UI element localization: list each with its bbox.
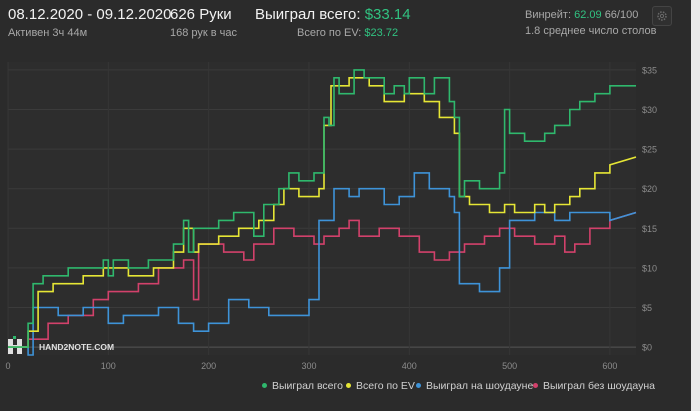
active-time: Активен 3ч 44м xyxy=(8,27,88,39)
series-line-non-showdown xyxy=(8,211,637,348)
x-tick-label: 400 xyxy=(402,361,417,371)
avg-tables: 1.8 среднее число столов xyxy=(525,25,657,37)
legend-dot-icon xyxy=(416,382,421,388)
y-tick-label: $20 xyxy=(642,184,657,194)
legend-dot-icon xyxy=(346,382,351,388)
won-total-label: Выиграл всего: xyxy=(255,6,361,23)
legend-label: Выиграл на шоудауне xyxy=(426,380,534,392)
legend-label: Всего по EV xyxy=(356,380,415,392)
y-tick-label: $35 xyxy=(642,65,657,75)
ev-total-value: $23.72 xyxy=(364,27,399,39)
hands-per-hour: 168 рук в час xyxy=(170,27,238,39)
window-edge xyxy=(691,0,700,411)
y-tick-label: $10 xyxy=(642,263,657,273)
ev-total: Всего по EV: $23.72 xyxy=(297,27,398,39)
y-tick-label: $15 xyxy=(642,224,657,234)
x-tick-label: 100 xyxy=(101,361,116,371)
y-tick-label: $5 xyxy=(642,303,652,313)
x-tick-label: 0 xyxy=(5,361,10,371)
legend-item-won-total[interactable]: Выиграл всего xyxy=(262,380,343,392)
legend-label: Выиграл без шоудауна xyxy=(543,380,655,392)
x-tick-label: 300 xyxy=(301,361,316,371)
legend-dot-icon xyxy=(262,382,267,388)
session-header: 08.12.2020 - 09.12.2020 Активен 3ч 44м 6… xyxy=(0,0,700,44)
date-range: 08.12.2020 - 09.12.2020 xyxy=(8,6,172,23)
legend-dot-icon xyxy=(533,382,538,388)
legend-item-showdown[interactable]: Выиграл на шоудауне xyxy=(416,380,533,392)
settings-gear-icon[interactable] xyxy=(652,6,672,26)
watermark-text: HAND2NOTE.COM xyxy=(39,342,114,352)
won-total-value: $33.14 xyxy=(364,6,411,23)
winrate: Винрейт: 62.09 66/100 xyxy=(525,9,638,21)
hands-count: 626 Руки xyxy=(170,6,232,23)
legend-item-non-showdown[interactable]: Выиграл без шоудауна xyxy=(533,380,655,392)
winrate-rest: 66/100 xyxy=(604,9,639,21)
won-total: Выиграл всего: $33.14 xyxy=(255,6,411,23)
series-line-won-total xyxy=(8,69,636,348)
y-tick-label: $30 xyxy=(642,105,657,115)
y-tick-label: $0 xyxy=(642,343,652,353)
profit-chart: $0 $5 $10 $15 $20 $25 $30 $35 0 100 200 300 400 500 60… xyxy=(5,62,657,371)
x-tick-label: 600 xyxy=(602,361,617,371)
x-tick-label: 200 xyxy=(201,361,216,371)
legend-item-ev-total[interactable]: Всего по EV xyxy=(346,380,415,392)
series-line-showdown xyxy=(8,172,637,356)
y-tick-label: $25 xyxy=(642,145,657,155)
x-tick-label: 500 xyxy=(502,361,517,371)
legend-label: Выиграл всего xyxy=(272,380,343,392)
plot-area xyxy=(8,62,636,355)
winrate-label: Винрейт: xyxy=(525,9,572,21)
winrate-value: 62.09 xyxy=(574,9,602,21)
series-line-ev-total xyxy=(8,77,637,348)
ev-total-label: Всего по EV: xyxy=(297,27,362,39)
